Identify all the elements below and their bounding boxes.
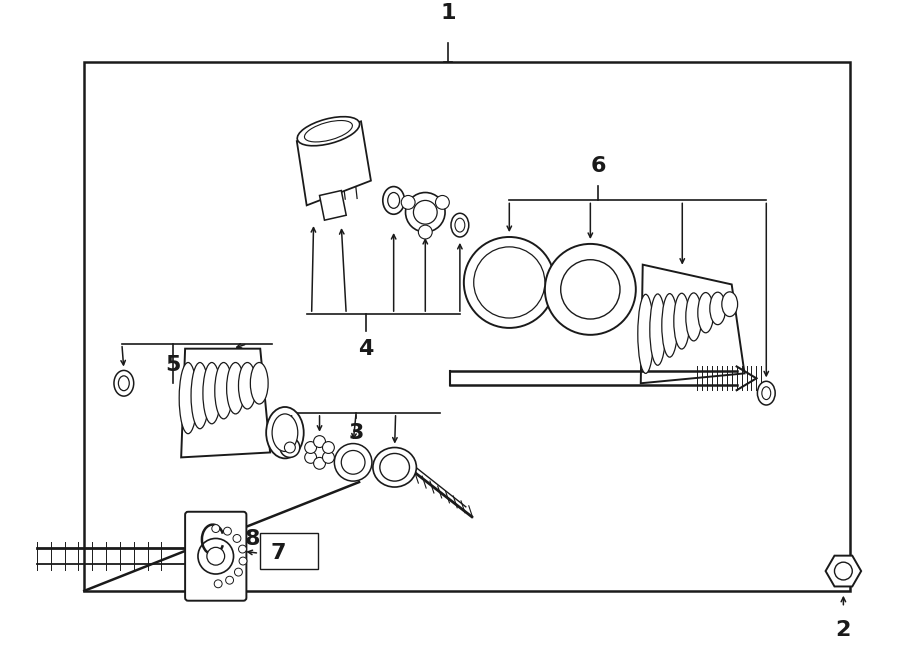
Circle shape (212, 525, 220, 533)
Text: 5: 5 (166, 356, 181, 375)
Circle shape (464, 237, 554, 328)
Ellipse shape (304, 120, 353, 142)
Text: 7: 7 (270, 543, 285, 563)
Ellipse shape (662, 293, 678, 357)
Circle shape (223, 527, 231, 535)
Text: 3: 3 (348, 422, 364, 443)
Ellipse shape (650, 294, 666, 366)
Circle shape (544, 244, 635, 335)
Circle shape (313, 457, 326, 469)
Bar (260, 533, 318, 569)
Ellipse shape (638, 294, 653, 373)
Ellipse shape (758, 381, 775, 405)
Circle shape (322, 451, 335, 463)
Circle shape (226, 576, 233, 584)
Text: 2: 2 (836, 621, 851, 641)
Ellipse shape (382, 186, 404, 214)
Circle shape (401, 196, 415, 210)
Circle shape (198, 539, 233, 574)
Ellipse shape (272, 414, 298, 451)
Polygon shape (297, 122, 371, 206)
Circle shape (322, 442, 335, 453)
Ellipse shape (114, 370, 134, 396)
Circle shape (235, 568, 242, 576)
Circle shape (418, 225, 432, 239)
Ellipse shape (284, 442, 295, 453)
Bar (85, 62, 850, 591)
Circle shape (305, 442, 317, 453)
Ellipse shape (191, 362, 209, 429)
Ellipse shape (674, 293, 689, 349)
Text: 8: 8 (245, 529, 260, 549)
Ellipse shape (179, 362, 197, 434)
Ellipse shape (761, 387, 770, 399)
Ellipse shape (297, 117, 360, 146)
Polygon shape (320, 190, 346, 220)
Ellipse shape (373, 447, 417, 487)
Ellipse shape (451, 214, 469, 237)
Ellipse shape (202, 362, 220, 424)
Text: 1: 1 (440, 3, 455, 24)
Circle shape (436, 196, 449, 210)
Circle shape (305, 451, 317, 463)
Ellipse shape (388, 192, 400, 208)
Text: 4: 4 (358, 338, 374, 359)
Ellipse shape (280, 438, 300, 457)
Circle shape (473, 247, 544, 318)
Ellipse shape (454, 218, 464, 232)
Ellipse shape (380, 453, 410, 481)
Ellipse shape (266, 407, 303, 458)
Ellipse shape (710, 292, 725, 325)
Ellipse shape (341, 451, 365, 474)
Circle shape (207, 547, 225, 565)
Ellipse shape (119, 376, 130, 391)
Circle shape (406, 192, 446, 232)
Circle shape (239, 557, 247, 565)
Circle shape (233, 535, 241, 543)
Ellipse shape (215, 362, 232, 419)
Circle shape (834, 562, 852, 580)
Circle shape (238, 545, 247, 553)
Text: 6: 6 (590, 156, 606, 176)
Ellipse shape (227, 362, 245, 414)
Circle shape (561, 260, 620, 319)
Circle shape (313, 436, 326, 447)
Ellipse shape (250, 362, 268, 404)
Ellipse shape (686, 293, 702, 341)
Ellipse shape (698, 293, 714, 332)
Ellipse shape (335, 444, 372, 481)
Ellipse shape (722, 292, 738, 317)
Ellipse shape (238, 362, 256, 409)
Circle shape (214, 580, 222, 588)
FancyBboxPatch shape (185, 512, 247, 601)
Circle shape (413, 200, 437, 224)
